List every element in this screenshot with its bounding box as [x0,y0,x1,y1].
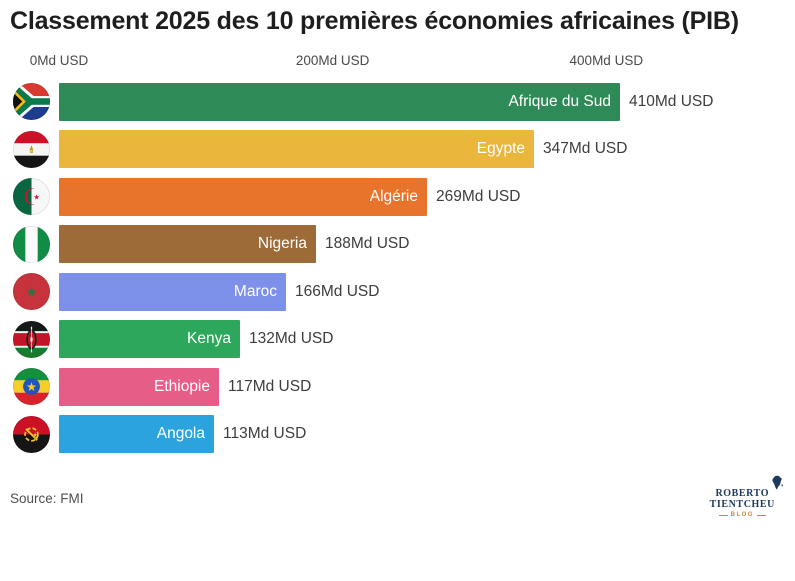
bar-row: Kenya 132Md USD [13,316,795,364]
bar-area: Maroc 166Md USD [59,272,795,311]
kenya-flag-icon [13,320,50,358]
bar-country-label: Maroc [233,282,277,300]
bar-value-label: 347Md USD [543,140,628,158]
bar: Nigeria [59,225,316,264]
bar-row: ★ Maroc 166Md USD [13,268,795,316]
bar-value-label: 117Md USD [228,377,312,395]
bar-area: Ethiopie 117Md USD [59,367,795,406]
bar-country-label: Ethiopie [153,377,210,395]
bar-rows: Afrique du Sud 410Md USD Egypte 347Md USD … [13,78,795,458]
bar-country-label: Afrique du Sud [508,92,611,110]
svg-text:★: ★ [32,432,38,439]
bar: Afrique du Sud [59,82,620,121]
bar-value-label: 410Md USD [629,92,714,110]
bar-area: Nigeria 188Md USD [59,225,795,264]
ethiopia-flag-icon: ★ [13,368,50,406]
bar-area: Kenya 132Md USD [59,320,795,359]
source-note: Source: FMI [10,490,84,506]
logo-blog-label: BLOG [730,512,754,518]
bar-country-label: Algérie [369,187,418,205]
africa-icon [772,475,783,490]
page-title: Classement 2025 des 10 premières économi… [10,7,739,35]
bar-country-label: Angola [156,425,205,443]
blog-logo: ROBERTO TIENTCHEU BLOG [709,475,783,518]
bar-area: Egypte 347Md USD [59,130,795,169]
bar-area: Afrique du Sud 410Md USD [59,82,795,121]
bar: Ethiopie [59,367,219,406]
bar-country-label: Nigeria [257,235,307,253]
bar-value-label: 113Md USD [223,425,307,443]
bar: Kenya [59,320,240,359]
bar: Algérie [59,177,427,216]
angola-flag-icon: ★ [13,415,50,453]
footer: Source: FMI ROBERTO TIENTCHEU BLOG [0,472,795,524]
bar-area: Angola 113Md USD [59,415,795,454]
bar-row: ★ Algérie 269Md USD [13,173,795,221]
x-axis-tick: 400Md USD [569,53,644,68]
bar-country-label: Egypte [476,140,525,158]
x-axis: 0Md USD 200Md USD 400Md USD [13,53,795,70]
svg-text:★: ★ [26,380,37,394]
egypt-flag-icon [13,130,50,168]
logo-name-line1: ROBERTO [715,488,770,499]
svg-text:★: ★ [33,193,39,202]
bar-row: Nigeria 188Md USD [13,221,795,269]
morocco-flag-icon: ★ [13,273,50,311]
x-axis-tick: 0Md USD [29,53,89,68]
bar: Angola [59,415,214,454]
bar-value-label: 269Md USD [436,187,521,205]
x-axis-tick: 200Md USD [295,53,370,68]
south-africa-flag-icon [13,83,50,121]
bar-area: Algérie 269Md USD [59,177,795,216]
bar-row: ★ Ethiopie 117Md USD [13,363,795,411]
bar-row: ★ Angola 113Md USD [13,411,795,459]
bar-chart: 0Md USD 200Md USD 400Md USD Afrique du Sud… [0,53,795,458]
logo-blog-line: BLOG [710,512,775,518]
bar-value-label: 188Md USD [325,235,410,253]
bar-value-label: 166Md USD [295,282,380,300]
bar-country-label: Kenya [187,330,231,348]
logo-name-line2: TIENTCHEU [709,499,775,510]
bar-row: Afrique du Sud 410Md USD [13,78,795,126]
svg-text:★: ★ [26,286,38,301]
bar: Egypte [59,130,534,169]
algeria-flag-icon: ★ [13,178,50,216]
nigeria-flag-icon [13,225,50,263]
bar-row: Egypte 347Md USD [13,126,795,174]
bar: Maroc [59,272,286,311]
bar-value-label: 132Md USD [249,330,334,348]
